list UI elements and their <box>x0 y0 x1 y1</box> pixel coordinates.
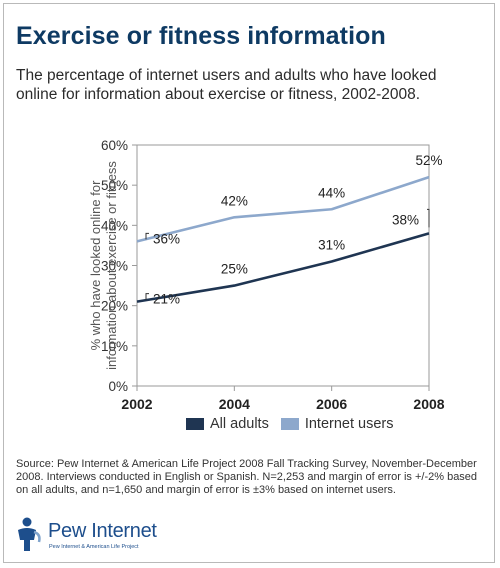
source-note: Source: Pew Internet & American Life Pro… <box>16 458 478 496</box>
chart-subtitle: The percentage of internet users and adu… <box>16 67 437 103</box>
legend-item-all-adults: All adults <box>186 416 269 432</box>
x-tick-label: 2008 <box>413 396 444 412</box>
y-tick-label: 20% <box>101 299 128 314</box>
y-tick-label: 30% <box>101 259 128 274</box>
data-label-internet-users: 52% <box>415 153 442 168</box>
label-leader <box>145 293 149 300</box>
y-tick-label: 40% <box>101 218 128 233</box>
data-label-internet-users: 44% <box>318 185 345 200</box>
x-tick-label: 2004 <box>219 396 250 412</box>
legend-item-internet-users: Internet users <box>280 416 394 432</box>
label-leader <box>427 208 430 228</box>
y-axis-label: % who have looked online forinformation … <box>88 161 119 370</box>
chart-legend: All adults Internet users <box>186 416 406 432</box>
legend-swatch-internet-users <box>280 418 299 430</box>
line-chart: 0% 10% 20% 30% 40% 50% 60% 2002 2004 2006 2008 % wh… <box>88 138 445 412</box>
legend-swatch-all-adults <box>186 418 204 430</box>
pew-person-icon <box>18 517 41 551</box>
label-leader <box>145 232 149 240</box>
plot-area <box>136 144 430 387</box>
data-label-internet-users: 36% <box>153 231 180 246</box>
logo-name: Pew Internet <box>48 520 157 542</box>
legend-label-internet-users: Internet users <box>304 416 394 432</box>
pew-internet-logo: Pew Internet Pew Internet & American Lif… <box>14 514 214 554</box>
series-line-all-adults <box>136 232 430 303</box>
chart-title: Exercise or fitness information <box>16 22 386 50</box>
data-label-all-adults: 31% <box>318 237 345 252</box>
x-tick-label: 2006 <box>316 396 347 412</box>
data-label-all-adults: 25% <box>221 262 248 277</box>
data-label-all-adults: 21% <box>153 292 180 307</box>
series-line-internet-users <box>136 175 430 243</box>
legend-label-all-adults: All adults <box>210 416 269 432</box>
logo-tagline: Pew Internet & American Life Project <box>49 544 139 550</box>
x-tick-label: 2002 <box>121 396 152 412</box>
y-tick-label: 0% <box>108 379 128 394</box>
data-label-all-adults: 38% <box>392 212 419 227</box>
y-tick-label: 10% <box>101 339 128 354</box>
data-label-internet-users: 42% <box>221 193 248 208</box>
y-tick-label: 60% <box>101 138 128 153</box>
y-tick-label: 50% <box>101 178 128 193</box>
